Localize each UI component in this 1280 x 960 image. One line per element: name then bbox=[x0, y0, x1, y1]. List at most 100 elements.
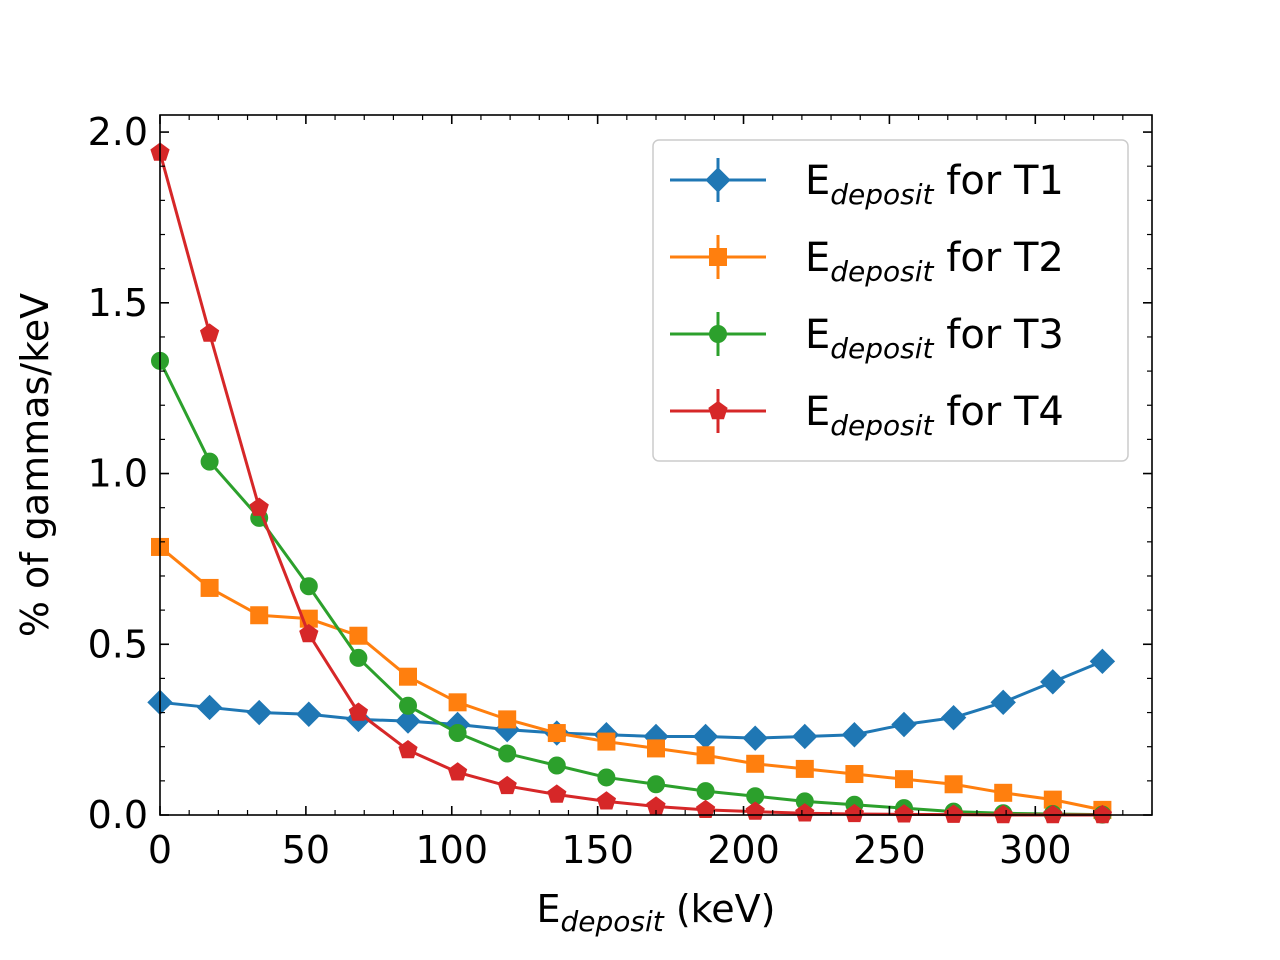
legend-marker bbox=[708, 400, 728, 420]
series-2-point bbox=[845, 765, 864, 784]
series-1-point bbox=[792, 723, 818, 750]
series-2-point bbox=[399, 667, 417, 686]
legend-label: Edeposit for T1 bbox=[805, 158, 1064, 211]
series-2 bbox=[151, 537, 1112, 819]
series-1-point bbox=[1040, 669, 1066, 695]
series-2-point bbox=[696, 746, 715, 765]
y-tick-label: 1.5 bbox=[88, 281, 148, 325]
series-4-point bbox=[596, 791, 617, 810]
x-tick-label: 300 bbox=[999, 828, 1072, 872]
series-3-point bbox=[299, 577, 318, 596]
series-4-point bbox=[993, 804, 1013, 824]
x-axis-label: Edeposit (keV) bbox=[536, 887, 775, 938]
series-3-point bbox=[696, 782, 715, 801]
series-2-point bbox=[795, 759, 814, 778]
series-1-point bbox=[742, 725, 768, 751]
series-2-point bbox=[498, 710, 517, 729]
series-1-point bbox=[296, 701, 322, 727]
series-4-point bbox=[1043, 804, 1063, 824]
x-axis-label-main: E bbox=[536, 887, 560, 931]
x-axis-label-sub: deposit bbox=[561, 905, 665, 938]
series-2-point bbox=[647, 739, 665, 758]
series-3-point bbox=[647, 775, 665, 794]
series-1-point bbox=[940, 704, 967, 731]
x-tick-label: 200 bbox=[707, 828, 780, 872]
series-1-point bbox=[891, 711, 917, 738]
legend-label-rest: for T2 bbox=[934, 235, 1064, 281]
legend-label-main: E bbox=[805, 312, 830, 358]
series-2-point bbox=[349, 626, 368, 645]
series-2-point bbox=[895, 770, 913, 789]
series-4-point bbox=[398, 740, 418, 759]
series-2-point bbox=[547, 724, 566, 743]
legend-marker bbox=[705, 167, 731, 193]
series-4-point bbox=[497, 775, 517, 795]
x-tick-label: 0 bbox=[148, 828, 172, 872]
legend-label-rest: for T3 bbox=[934, 312, 1064, 358]
legend-label-rest: for T1 bbox=[934, 158, 1064, 204]
series-4-point bbox=[695, 799, 716, 819]
y-tick-label: 0.5 bbox=[88, 622, 148, 666]
series-2-point bbox=[448, 693, 467, 712]
legend-item-4: Edeposit for T4 bbox=[670, 389, 1064, 442]
legend-label-sub: deposit bbox=[830, 332, 934, 365]
x-tick-label: 50 bbox=[282, 828, 330, 872]
legend-label-rest: for T4 bbox=[934, 389, 1064, 435]
y-tick-label: 0.0 bbox=[88, 793, 148, 837]
series-3-point bbox=[349, 648, 368, 667]
y-tick-label: 1.0 bbox=[88, 452, 148, 496]
legend-box bbox=[652, 139, 1129, 462]
series-3-point bbox=[399, 696, 417, 715]
series-4-point bbox=[1092, 804, 1113, 824]
x-tick-label: 100 bbox=[415, 828, 488, 872]
y-axis-label: % of gammas/keV bbox=[13, 293, 57, 637]
series-2-point bbox=[994, 783, 1013, 802]
legend-label-main: E bbox=[805, 235, 830, 281]
series-4-point bbox=[943, 804, 964, 823]
series-3-point bbox=[498, 744, 517, 763]
y-tick-label: 2.0 bbox=[88, 110, 148, 154]
series-3-point bbox=[448, 724, 467, 743]
series-1-point bbox=[841, 722, 868, 748]
legend-label-main: E bbox=[805, 158, 830, 204]
series-4-point bbox=[447, 762, 468, 781]
x-axis-label-rest: (keV) bbox=[664, 887, 776, 931]
series-2-point bbox=[200, 578, 219, 597]
legend-item-2: Edeposit for T2 bbox=[670, 235, 1064, 288]
series-2-point bbox=[250, 606, 269, 625]
series-4-point bbox=[894, 804, 914, 823]
series-2-point bbox=[944, 775, 963, 794]
legend-item-3: Edeposit for T3 bbox=[670, 312, 1064, 365]
series-4-point bbox=[199, 323, 220, 342]
series-3-point bbox=[547, 756, 566, 775]
legend-marker bbox=[709, 325, 727, 343]
x-tick-label: 250 bbox=[853, 828, 926, 872]
series-4-point bbox=[844, 803, 865, 823]
legend-label-main: E bbox=[805, 389, 830, 435]
series-1-point bbox=[196, 694, 223, 721]
series-2-point bbox=[746, 754, 765, 773]
series-1-point bbox=[990, 689, 1016, 716]
legend-label: Edeposit for T4 bbox=[805, 389, 1064, 442]
series-2-point bbox=[597, 732, 616, 751]
legend-label: Edeposit for T3 bbox=[805, 312, 1064, 365]
legend-label-sub: deposit bbox=[830, 409, 934, 442]
legend-item-1: Edeposit for T1 bbox=[670, 158, 1064, 211]
series-4-point bbox=[547, 784, 567, 803]
series-4-point bbox=[795, 803, 815, 822]
legend-label: Edeposit for T2 bbox=[805, 235, 1064, 288]
x-tick-label: 150 bbox=[561, 828, 634, 872]
legend-label-sub: deposit bbox=[830, 255, 934, 288]
series-1-point bbox=[1089, 648, 1116, 675]
series-4-point bbox=[348, 702, 369, 721]
legend-marker bbox=[709, 248, 727, 266]
series-1-point bbox=[246, 699, 272, 726]
series-4-point bbox=[299, 623, 319, 643]
axis-ticks bbox=[159, 115, 1153, 816]
legend-label-sub: deposit bbox=[830, 178, 934, 211]
series-3-point bbox=[200, 452, 219, 471]
series-1-point bbox=[395, 708, 421, 734]
series-4-point bbox=[249, 497, 269, 516]
